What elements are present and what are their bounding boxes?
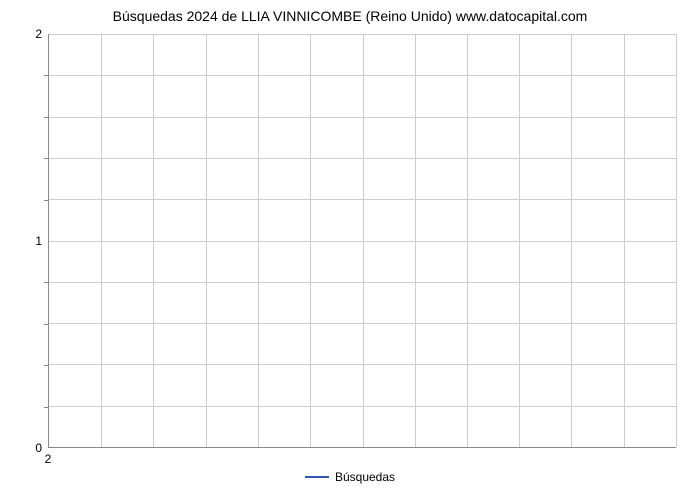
y-minor-tick xyxy=(44,158,48,159)
y-tick-0: 0 xyxy=(28,441,42,455)
legend-label: Búsquedas xyxy=(335,470,395,484)
grid-v xyxy=(519,34,520,447)
grid-v xyxy=(258,34,259,447)
y-minor-tick xyxy=(44,324,48,325)
legend: Búsquedas xyxy=(305,470,395,484)
grid-v xyxy=(415,34,416,447)
grid-v xyxy=(153,34,154,447)
y-minor-tick xyxy=(44,75,48,76)
grid-v xyxy=(624,34,625,447)
plot-area xyxy=(48,34,676,448)
y-minor-tick xyxy=(44,407,48,408)
grid-v xyxy=(676,34,677,447)
grid-v xyxy=(206,34,207,447)
legend-swatch xyxy=(305,476,329,478)
grid-v xyxy=(571,34,572,447)
y-minor-tick xyxy=(44,200,48,201)
x-tick-0: 2 xyxy=(45,452,52,466)
chart-container: Búsquedas 2024 de LLIA VINNICOMBE (Reino… xyxy=(0,8,700,488)
y-tick-2: 2 xyxy=(28,27,42,41)
grid-v xyxy=(101,34,102,447)
y-minor-tick xyxy=(44,117,48,118)
chart-title: Búsquedas 2024 de LLIA VINNICOMBE (Reino… xyxy=(0,8,700,24)
grid-v xyxy=(310,34,311,447)
grid-v xyxy=(467,34,468,447)
y-minor-tick xyxy=(44,282,48,283)
grid-v xyxy=(363,34,364,447)
y-minor-tick xyxy=(44,365,48,366)
y-tick-1: 1 xyxy=(28,234,42,248)
